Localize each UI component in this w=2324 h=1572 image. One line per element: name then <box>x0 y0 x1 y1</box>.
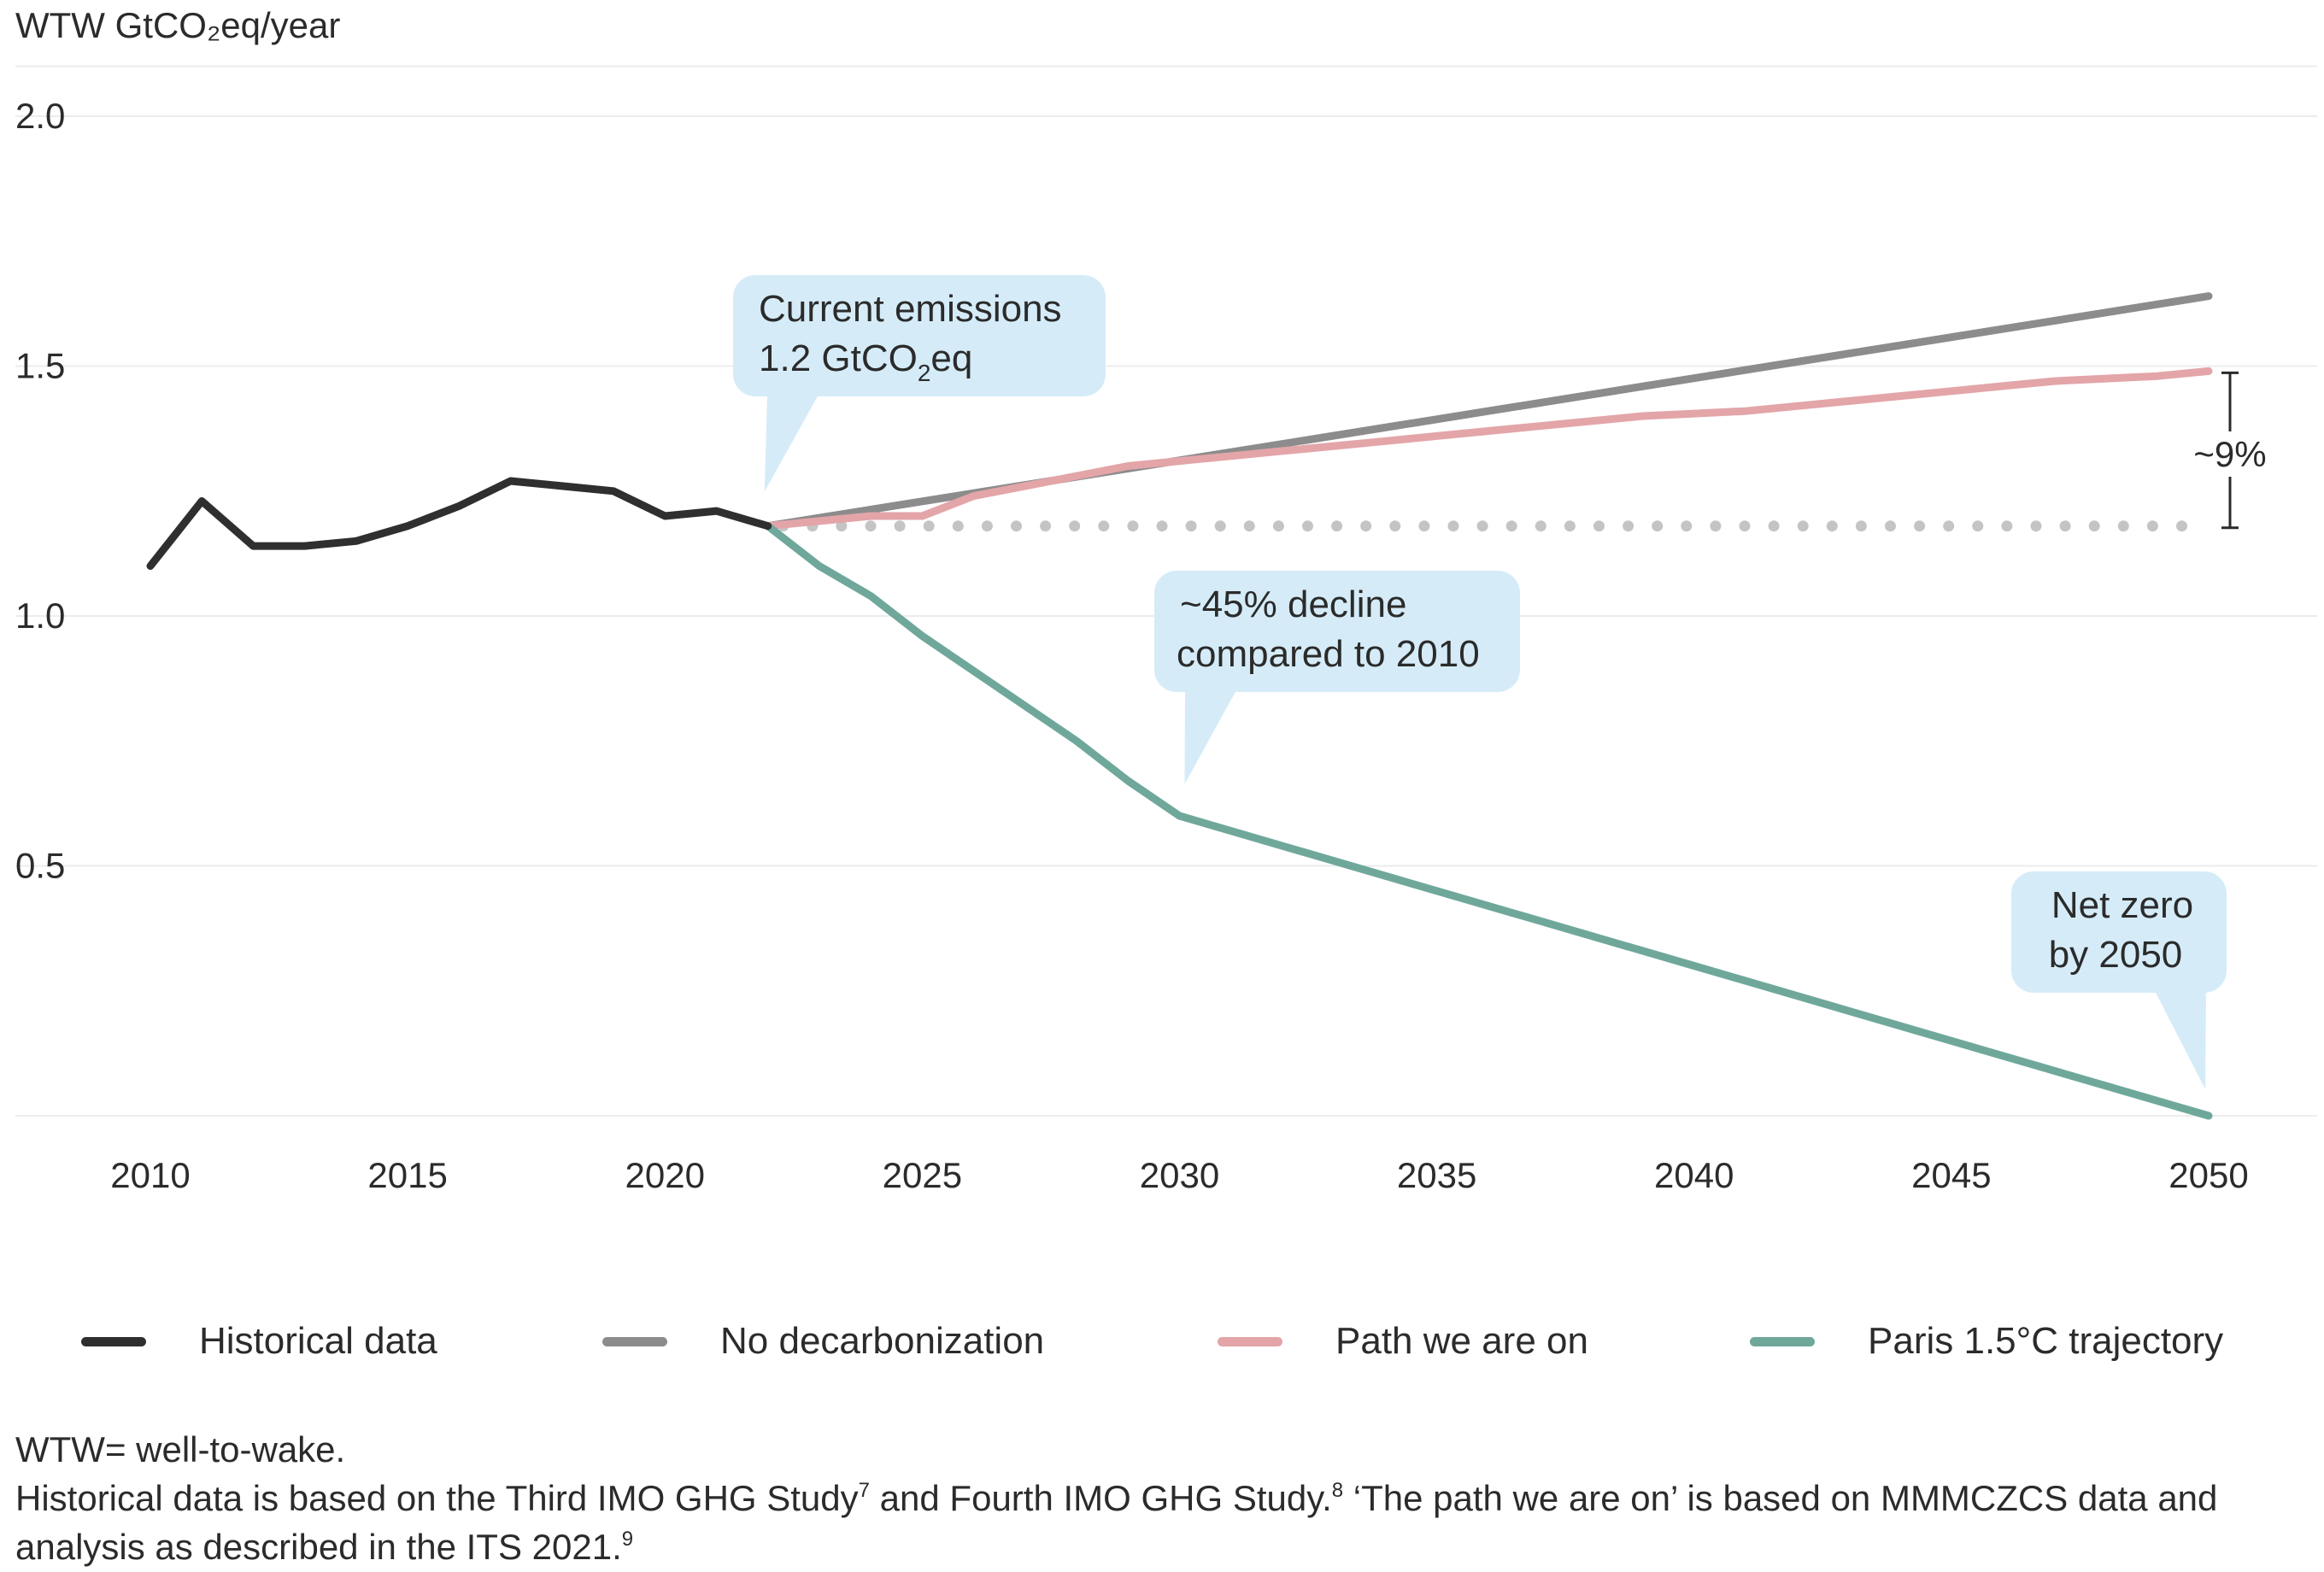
series-path-we-are-on-line <box>764 367 2213 531</box>
callout-current-emissions-subscript: 2 <box>918 360 931 386</box>
footnote-sources: Historical data is based on the Third IM… <box>15 1474 2314 1571</box>
x-tick-label-4: 2030 <box>1140 1155 1219 1195</box>
legend-swatch-path-we-are-on <box>1218 1336 1282 1346</box>
footnote-text-b: and Fourth IMO GHG Study. <box>870 1478 1332 1518</box>
footnote-ref-9: 9 <box>621 1528 634 1551</box>
y-axis-label: WTW GtCO₂eq/year <box>15 5 340 45</box>
legend-item-no-decarbonization: No decarbonization <box>602 1316 1044 1367</box>
legend-label-no-decarbonization: No decarbonization <box>720 1320 1045 1362</box>
footnote-abbreviation: WTW= well-to-wake. <box>15 1429 346 1469</box>
legend-swatch-no-decarbonization <box>602 1336 667 1346</box>
series-historical-line <box>146 477 772 570</box>
emissions-chart: WTW GtCO₂eq/year 0.5 1.0 1.5 2.0 2010 2015 202… <box>15 5 2317 1195</box>
footnote-text-c: ‘The path we are on’ is based on MMMCZCS… <box>15 1478 2218 1567</box>
callout-net-zero-line1: Net zero <box>2051 884 2193 926</box>
legend-label-historical: Historical data <box>199 1320 437 1362</box>
callout-decline-line1: ~45% decline <box>1180 584 1406 625</box>
footnote-text-a: Historical data is based on the Third IM… <box>15 1478 859 1518</box>
legend-label-path-we-are-on: Path we are on <box>1335 1320 1588 1362</box>
callout-current-emissions-line2: 1.2 GtCO2eq <box>759 337 972 386</box>
series-lines <box>146 292 2215 1120</box>
callout-current-emissions-pointer <box>764 395 819 492</box>
legend-item-path-we-are-on: Path we are on <box>1218 1316 1588 1367</box>
y-tick-label-2: 1.5 <box>15 346 65 386</box>
x-tick-label-6: 2040 <box>1654 1155 1734 1195</box>
legend-item-paris-trajectory: Paris 1.5°C trajectory <box>1750 1316 2223 1367</box>
legend-label-paris-trajectory: Paris 1.5°C trajectory <box>1868 1320 2224 1362</box>
footnote-ref-7: 7 <box>858 1479 871 1502</box>
legend-item-historical: Historical data <box>81 1316 437 1367</box>
x-tick-label-2: 2020 <box>625 1155 705 1195</box>
gap-bracket: ~9% <box>2193 371 2267 530</box>
axis-ticks: 0.5 1.0 1.5 2.0 2010 2015 2020 2025 2030 2035 2040… <box>15 96 2249 1195</box>
callout-current-emissions-line1: Current emissions <box>759 288 1062 330</box>
bracket-label: ~9% <box>2193 434 2266 474</box>
y-tick-label-0: 0.5 <box>15 846 65 886</box>
x-tick-label-8: 2050 <box>2168 1155 2248 1195</box>
footnote-ref-8: 8 <box>1331 1479 1344 1502</box>
x-tick-label-1: 2015 <box>367 1155 447 1195</box>
y-tick-label-1: 1.0 <box>15 595 65 636</box>
callout-net-zero-box <box>2011 871 2227 993</box>
callout-net-zero-pointer <box>2155 991 2206 1089</box>
legend-swatch-paris-trajectory <box>1750 1336 1815 1346</box>
legend: Historical data No decarbonization Path … <box>0 1316 2324 1367</box>
x-tick-label-0: 2010 <box>110 1155 190 1195</box>
callout-net-zero-line2: by 2050 <box>2049 934 2183 976</box>
y-tick-label-3: 2.0 <box>15 96 65 136</box>
callout-decline-box <box>1154 571 1520 692</box>
legend-swatch-historical <box>81 1336 146 1346</box>
callout-decline-line2: compared to 2010 <box>1177 633 1480 675</box>
series-paris-trajectory-line <box>764 522 2213 1120</box>
callouts: Current emissions 1.2 GtCO2eq ~45% decline… <box>733 275 2227 1089</box>
callout-current-emissions-value: 1.2 GtCO <box>759 337 918 379</box>
x-tick-label-7: 2045 <box>1911 1155 1991 1195</box>
footnotes: WTW= well-to-wake. Historical data is ba… <box>15 1425 2314 1571</box>
x-tick-label-5: 2035 <box>1397 1155 1476 1195</box>
callout-decline-pointer <box>1184 690 1236 784</box>
callout-current-emissions-unit: eq <box>930 337 972 379</box>
callout-current-emissions-box <box>733 275 1106 396</box>
x-tick-label-3: 2025 <box>883 1155 962 1195</box>
